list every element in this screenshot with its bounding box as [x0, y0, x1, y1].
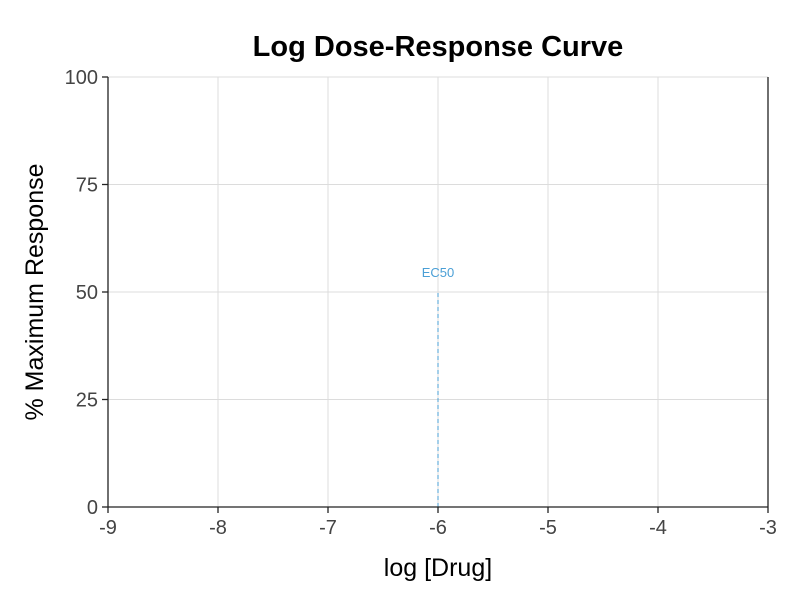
- x-tick-label: -6: [429, 517, 447, 539]
- ec50-label: EC50: [422, 265, 455, 280]
- chart-title: Log Dose-Response Curve: [253, 31, 624, 63]
- tick-labels: -9 -8 -7 -6 -5 -4 -3 0 25 50 75 100: [65, 67, 777, 539]
- x-tick-label: -8: [209, 517, 227, 539]
- x-tick-label: -9: [99, 517, 117, 539]
- annotation-layer: EC50: [422, 265, 455, 507]
- x-tick-label: -3: [759, 517, 777, 539]
- axes: [102, 76, 769, 513]
- y-tick-label: 0: [87, 497, 98, 519]
- x-axis-title: log [Drug]: [384, 554, 492, 582]
- x-tick-label: -5: [539, 517, 557, 539]
- x-tick-label: -4: [649, 517, 667, 539]
- y-tick-label: 25: [76, 390, 98, 412]
- y-tick-label: 100: [65, 67, 98, 89]
- x-tick-label: -7: [319, 517, 337, 539]
- y-tick-label: 75: [76, 175, 98, 197]
- y-axis-title: % Maximum Response: [21, 163, 49, 420]
- y-tick-label: 50: [76, 282, 98, 304]
